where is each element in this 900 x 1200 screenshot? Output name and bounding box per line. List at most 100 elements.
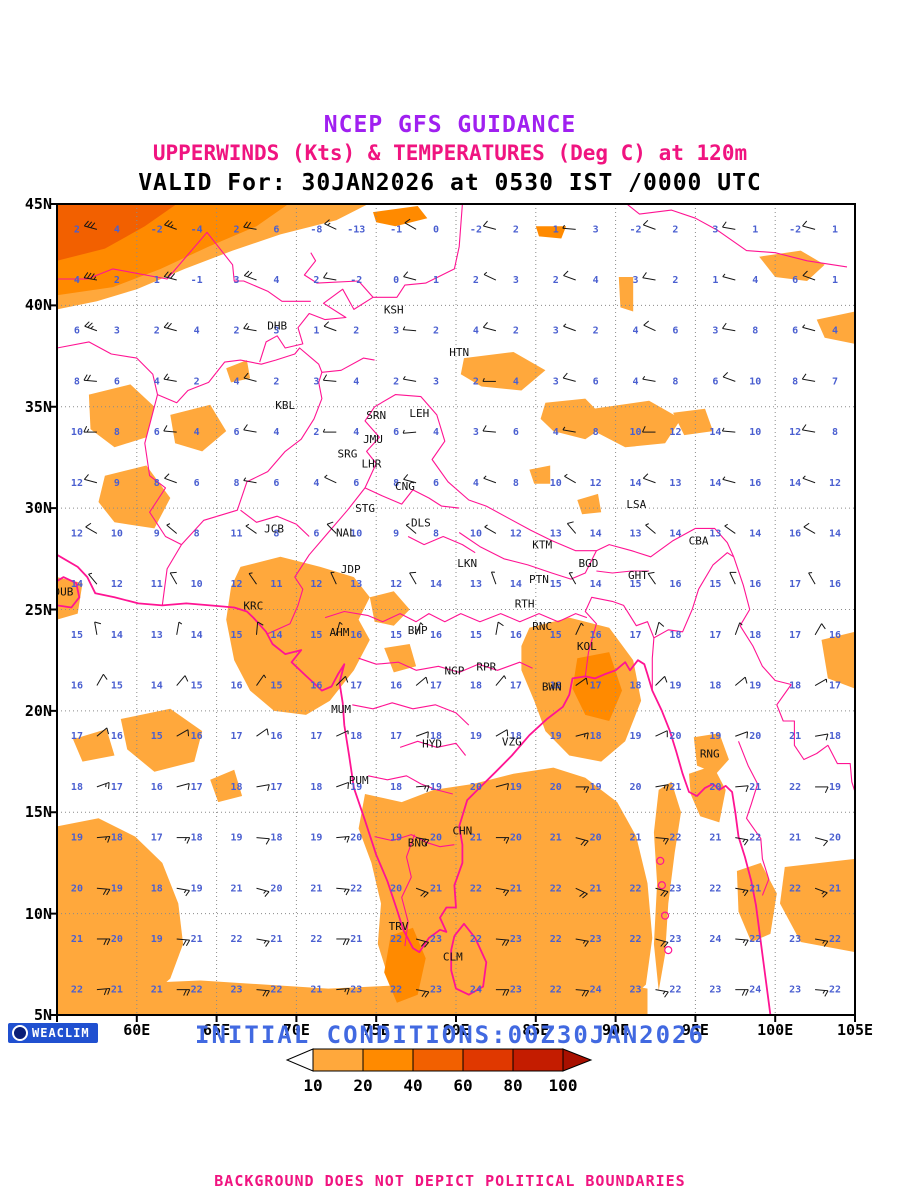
wind-barb <box>815 733 829 741</box>
wind-barb <box>495 783 509 791</box>
temperature-value: 22 <box>789 782 801 793</box>
city-label: CBA <box>689 535 709 548</box>
city-label: HYD <box>422 737 442 750</box>
legend-head-arrow <box>562 1048 593 1072</box>
temperature-value: 23 <box>231 985 243 996</box>
temperature-value: 3 <box>712 224 718 235</box>
temperature-value: 6 <box>74 326 80 337</box>
shaded-region <box>689 765 726 823</box>
legend-value: 10 <box>303 1076 322 1095</box>
temperature-value: 21 <box>470 833 482 844</box>
temperature-value: 12 <box>829 478 841 489</box>
temperature-value: 3 <box>712 326 718 337</box>
shaded-region <box>73 729 115 762</box>
wind-barb <box>163 373 177 382</box>
political-boundary <box>267 394 792 686</box>
temperature-value: 17 <box>231 731 243 742</box>
temperature-value: 19 <box>390 833 402 844</box>
x-axis-tick-label: 100E <box>757 1021 794 1039</box>
temperature-value: 18 <box>390 782 402 793</box>
city-label: DHB <box>267 320 287 333</box>
political-boundary <box>57 231 311 302</box>
y-axis-tick-label: 40N <box>24 296 52 315</box>
wind-barb <box>88 572 98 585</box>
wind-barb <box>802 220 816 230</box>
temperature-value: 14 <box>111 630 123 641</box>
temperature-value: 23 <box>669 883 681 894</box>
temperature-value: 20 <box>350 833 362 844</box>
temperature-value: 16 <box>231 681 243 692</box>
temperature-value: 11 <box>270 579 282 590</box>
political-boundary <box>653 552 734 639</box>
wind-barb <box>243 477 257 484</box>
legend-colorbar: 10 20 40 60 80 100 <box>285 1048 593 1095</box>
wind-barb <box>562 426 576 433</box>
temperature-value: 16 <box>430 630 442 641</box>
city-label: MUM <box>331 703 351 716</box>
wind-barb <box>724 523 736 534</box>
wind-barb <box>575 786 590 794</box>
temperature-value: 18 <box>71 782 83 793</box>
temperature-value: 17 <box>510 681 522 692</box>
temperature-value: 20 <box>111 934 123 945</box>
temperature-value: 14 <box>829 528 841 539</box>
temperature-value: 24 <box>709 934 721 945</box>
temperature-value: 8 <box>194 528 200 539</box>
wind-barb <box>323 272 337 281</box>
temperature-value: 6 <box>273 224 279 235</box>
temperature-value: 19 <box>669 681 681 692</box>
wind-barb <box>256 784 270 792</box>
temperature-value: 6 <box>114 376 120 387</box>
temperature-value: 21 <box>231 883 243 894</box>
temperature-value: 8 <box>273 528 279 539</box>
temperature-value: 18 <box>709 681 721 692</box>
wind-barb <box>405 523 417 534</box>
temperature-value: 18 <box>111 833 123 844</box>
temperature-value: 16 <box>71 681 83 692</box>
temperature-value: 23 <box>510 934 522 945</box>
wind-barb <box>326 521 337 534</box>
temperature-value: 21 <box>270 934 282 945</box>
political-boundary <box>181 372 323 545</box>
temperature-value: 22 <box>390 985 402 996</box>
temperature-value: 19 <box>231 833 243 844</box>
y-axis-tick-label: 15N <box>24 803 52 822</box>
wind-barb <box>642 473 656 484</box>
wind-barb <box>722 372 736 382</box>
temperature-value: 13 <box>550 528 562 539</box>
shaded-region <box>460 352 546 391</box>
wind-barb <box>176 729 190 737</box>
temperature-value: 23 <box>709 985 721 996</box>
temperature-value: -2 <box>789 224 801 235</box>
temperature-value: 1 <box>313 326 319 337</box>
temperature-value: 13 <box>350 579 362 590</box>
temperature-value: 2 <box>74 224 80 235</box>
temperature-value: 19 <box>310 833 322 844</box>
temperature-value: 4 <box>832 326 838 337</box>
city-label: KRC <box>243 600 263 613</box>
temperature-value: 6 <box>792 275 798 286</box>
shaded-region <box>540 398 610 440</box>
city-label: SRN <box>366 409 386 422</box>
shaded-region <box>816 311 855 344</box>
wind-barb <box>85 522 98 534</box>
wind-barb <box>402 429 417 434</box>
wind-barb <box>801 424 816 433</box>
shaded-region <box>369 591 410 626</box>
temperature-value: 23 <box>430 985 442 996</box>
temperature-value: 22 <box>470 883 482 894</box>
chart-title: NCEP GFS GUIDANCE <box>323 112 577 138</box>
island-outline <box>664 946 673 955</box>
temperature-value: 21 <box>630 833 642 844</box>
temperature-value: 4 <box>553 427 559 438</box>
temperature-value: 9 <box>393 528 399 539</box>
temperature-value: 2 <box>393 376 399 387</box>
wind-barb <box>335 675 349 686</box>
temperature-value: -2 <box>151 224 163 235</box>
city-label: NGP <box>444 664 464 677</box>
temperature-value: 22 <box>270 985 282 996</box>
wind-barb <box>84 321 98 332</box>
temperature-value: 18 <box>669 630 681 641</box>
temperature-value: 19 <box>630 731 642 742</box>
